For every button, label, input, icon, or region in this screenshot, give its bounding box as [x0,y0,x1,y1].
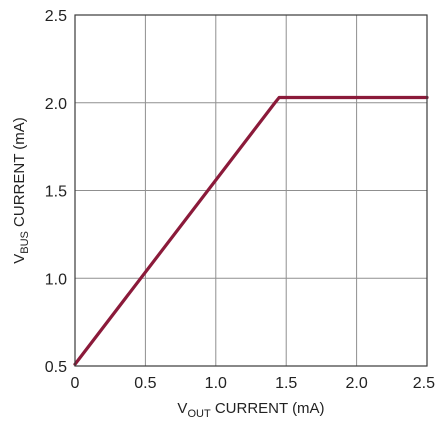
y-tick-label: 1.5 [45,184,67,201]
y-axis-label: VBUS CURRENT (mA) [11,117,31,264]
x-tick-label: 2.0 [345,375,367,392]
x-tick-label: 2.5 [413,375,435,392]
grid [74,14,428,367]
y-axis-label-prefix: V [11,254,28,264]
x-axis-label-suffix: CURRENT (mA) [211,400,325,417]
series-group [73,95,429,366]
x-axis-label-subscript: OUT [187,408,211,420]
x-tick-label: 1.5 [275,375,297,392]
x-tick-labels: 0 0.5 1.0 1.5 2.0 2.5 [71,375,436,392]
y-tick-label: 2.0 [45,96,67,113]
x-axis-label-prefix: V [177,400,187,417]
x-axis-label: VOUT CURRENT (mA) [177,400,324,420]
x-tick-label: 1.0 [205,375,227,392]
series-line-1 [73,95,429,366]
x-tick-label: 0.5 [134,375,156,392]
y-tick-label: 0.5 [45,359,67,376]
y-tick-label: 2.5 [45,8,67,25]
x-tick-label: 0 [71,375,80,392]
plot-frame [74,14,428,367]
y-axis-label-suffix: CURRENT (mA) [11,117,28,231]
y-tick-labels: 0.5 1.0 1.5 2.0 2.5 [45,8,67,376]
y-axis-label-subscript: BUS [19,231,31,254]
y-tick-label: 1.0 [45,271,67,288]
